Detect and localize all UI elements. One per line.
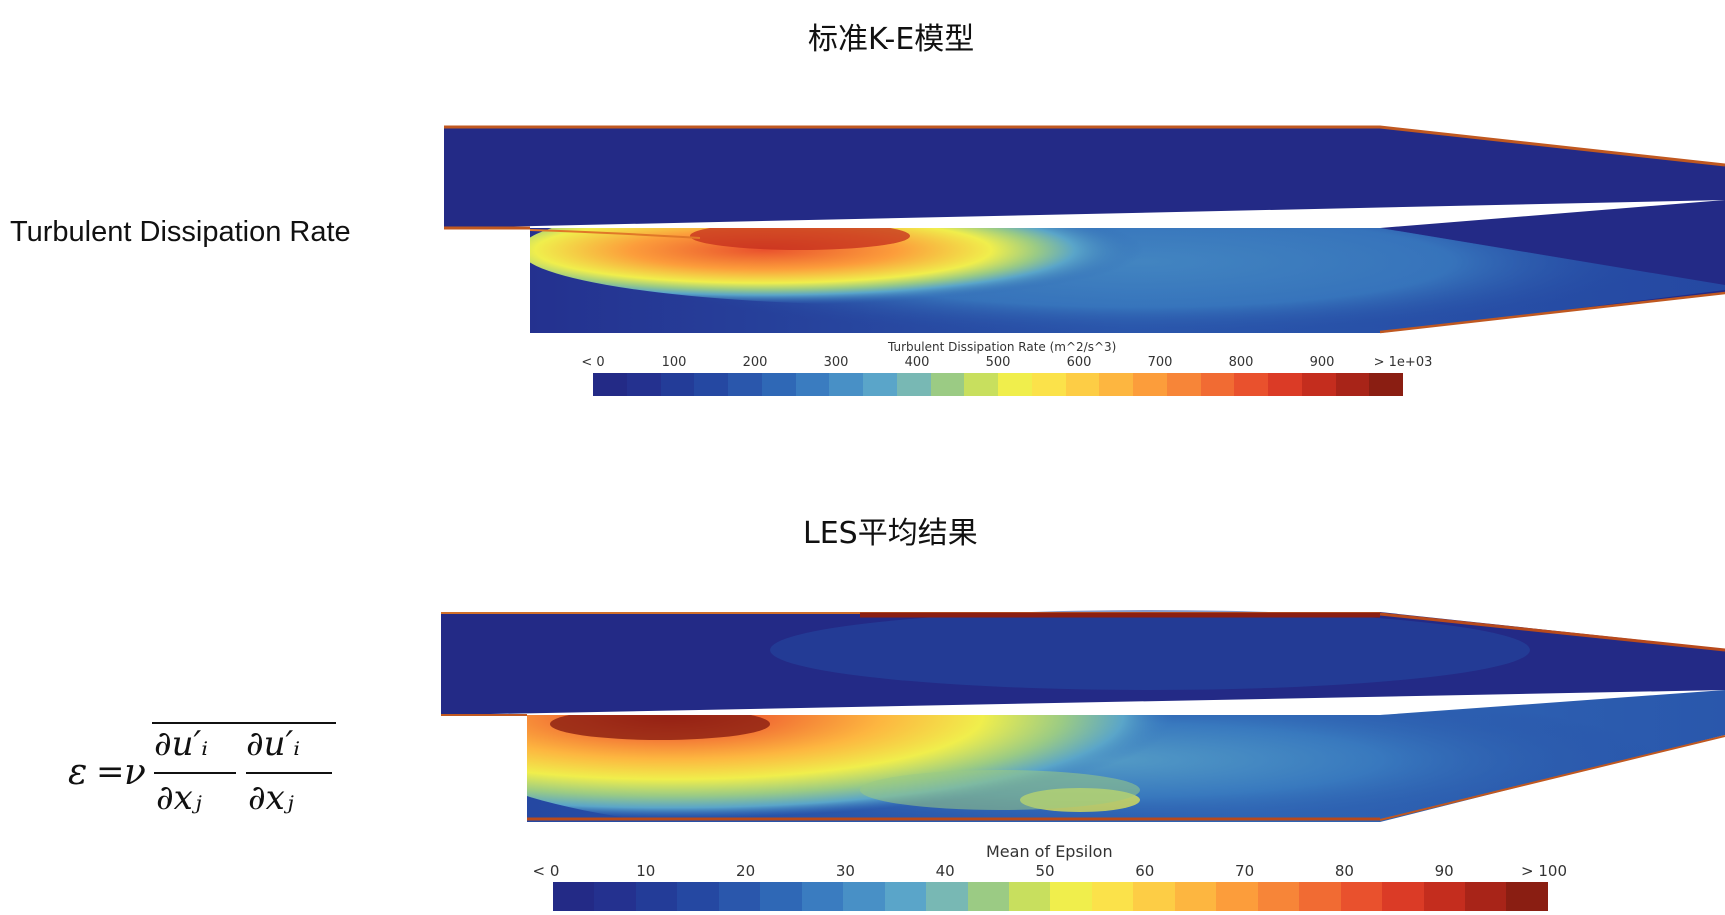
colorbar-swatch — [1369, 373, 1403, 396]
colorbar-swatch — [1299, 882, 1341, 911]
colorbar-tick-label: 20 — [736, 862, 756, 880]
colorbar-swatch — [1464, 882, 1507, 911]
top-title: 标准K-E模型 — [808, 22, 975, 57]
formula-overline — [152, 722, 336, 724]
colorbar-tick-label: 40 — [935, 862, 955, 880]
colorbar-swatch — [896, 373, 931, 396]
colorbar-swatch — [1174, 882, 1217, 911]
colorbar-swatch — [1382, 882, 1424, 911]
colorbar-tick-label: 30 — [835, 862, 855, 880]
colorbar-swatch — [1340, 882, 1383, 911]
colorbar-tick-label: 600 — [1066, 355, 1092, 370]
colorbar-swatch — [1234, 373, 1268, 396]
bottom-title: LES平均结果 — [803, 516, 978, 551]
colorbar-swatch — [1216, 882, 1258, 911]
formula-fraction-bar-2 — [246, 772, 332, 774]
formula-den1: ∂xⱼ — [156, 778, 202, 818]
colorbar-swatch — [863, 373, 897, 396]
colorbar-swatch — [718, 882, 761, 911]
colorbar-swatch — [801, 882, 844, 911]
colorbar-swatch — [761, 373, 796, 396]
formula-num2: ∂u′ᵢ — [246, 724, 301, 764]
colorbar-tick-label: > 100 — [1521, 862, 1567, 880]
colorbar-tick-label: > 1e+03 — [1373, 355, 1433, 370]
colorbar-swatch — [677, 882, 719, 911]
colorbar-swatch — [660, 373, 695, 396]
colorbar-tick-label: 100 — [661, 355, 687, 370]
colorbar-swatch — [1065, 373, 1100, 396]
colorbar-tick-label: 900 — [1309, 355, 1335, 370]
colorbar-swatch — [1008, 882, 1051, 911]
bottom-colorbar-title: Mean of Epsilon — [986, 842, 1113, 861]
colorbar-tick-label: 50 — [1035, 862, 1055, 880]
top-row-label: Turbulent Dissipation Rate — [10, 216, 351, 248]
colorbar-swatch — [1133, 373, 1167, 396]
colorbar-swatch — [1335, 373, 1370, 396]
colorbar-swatch — [1506, 882, 1548, 911]
top-contour — [444, 125, 1725, 334]
colorbar-tick-label: 700 — [1147, 355, 1173, 370]
colorbar-swatch — [593, 373, 627, 396]
formula-den2: ∂xⱼ — [248, 778, 294, 818]
colorbar-swatch — [1099, 373, 1133, 396]
colorbar-swatch — [1301, 373, 1336, 396]
colorbar-swatch — [635, 882, 678, 911]
colorbar-tick-label: < 0 — [581, 355, 605, 370]
colorbar-swatch — [843, 882, 885, 911]
colorbar-swatch — [1166, 373, 1201, 396]
colorbar-swatch — [998, 373, 1032, 396]
colorbar-swatch — [626, 373, 661, 396]
colorbar-tick-label: 10 — [636, 862, 656, 880]
colorbar-swatch — [930, 373, 965, 396]
formula-nu: ν — [124, 752, 146, 793]
colorbar-swatch — [1423, 882, 1465, 911]
colorbar-swatch — [1050, 882, 1092, 911]
colorbar-swatch — [694, 373, 728, 396]
colorbar-swatch — [926, 882, 968, 911]
colorbar-swatch — [1133, 882, 1175, 911]
colorbar-tick-label: 80 — [1334, 862, 1354, 880]
colorbar-swatch — [1091, 882, 1134, 911]
formula-equals: = — [96, 752, 125, 792]
colorbar-swatch — [967, 882, 1009, 911]
top-colorbar-ticks: < 0 100 200 300 400 500 600 700 800 900 > 1e+03 — [581, 355, 1432, 373]
formula-num1: ∂u′ᵢ — [154, 724, 209, 764]
colorbar-tick-label: 300 — [823, 355, 849, 370]
colorbar-swatch — [1257, 882, 1300, 911]
colorbar-tick-label: 800 — [1228, 355, 1254, 370]
colorbar-tick-label: 60 — [1135, 862, 1155, 880]
bottom-colorbar — [553, 882, 1548, 911]
colorbar-swatch — [964, 373, 998, 396]
colorbar-swatch — [553, 882, 595, 911]
colorbar-tick-label: 90 — [1434, 862, 1454, 880]
colorbar-swatch — [760, 882, 802, 911]
colorbar-swatch — [795, 373, 830, 396]
top-colorbar — [593, 373, 1403, 396]
bottom-contour — [441, 610, 1725, 822]
colorbar-swatch — [594, 882, 636, 911]
formula-fraction-bar-1 — [154, 772, 236, 774]
colorbar-swatch — [1200, 373, 1235, 396]
colorbar-tick-label: < 0 — [532, 862, 560, 880]
colorbar-swatch — [1031, 373, 1066, 396]
colorbar-swatch — [1268, 373, 1302, 396]
formula-epsilon: ε — [68, 752, 88, 793]
top-colorbar-title: Turbulent Dissipation Rate (m^2/s^3) — [888, 340, 1117, 354]
colorbar-tick-label: 400 — [904, 355, 930, 370]
epsilon-formula: ε = ν ∂u′ᵢ ∂xⱼ ∂u′ᵢ ∂xⱼ — [68, 722, 336, 832]
colorbar-swatch — [829, 373, 863, 396]
top-upper-channel — [444, 126, 1725, 228]
colorbar-swatch — [728, 373, 762, 396]
colorbar-tick-label: 70 — [1235, 862, 1255, 880]
colorbar-swatch — [884, 882, 927, 911]
colorbar-tick-label: 200 — [742, 355, 768, 370]
colorbar-tick-label: 500 — [985, 355, 1011, 370]
bottom-colorbar-ticks: < 0 10 20 30 40 50 60 70 80 90 > 100 — [533, 862, 1567, 880]
